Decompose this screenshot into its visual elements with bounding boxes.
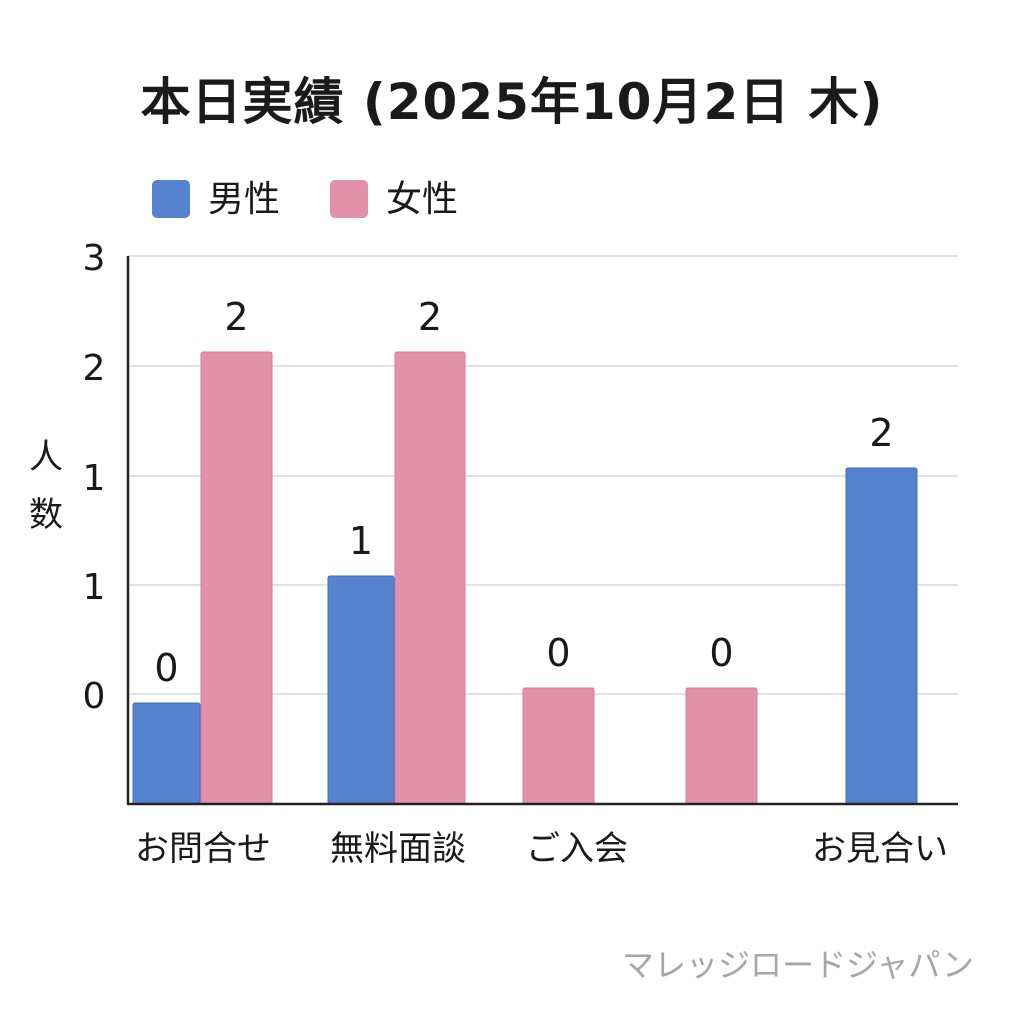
bar	[327, 575, 395, 805]
bar	[132, 702, 201, 805]
value-labels: 0 2 1 2 0 0 2	[154, 295, 893, 690]
x-tick-label: 無料面談	[330, 829, 466, 869]
y-tick-label: 0	[83, 676, 106, 717]
bar-value-label: 0	[154, 646, 178, 690]
bar	[845, 467, 918, 805]
bar-value-label: 2	[869, 411, 893, 455]
legend-label-male: 男性	[208, 179, 281, 220]
bar-value-label: 2	[418, 295, 442, 339]
x-tick-label: お見合い	[812, 829, 948, 869]
bar	[200, 351, 273, 805]
y-tick-label: 1	[83, 458, 106, 499]
x-tick-label: ご入会	[526, 829, 628, 869]
legend-swatch-male	[152, 180, 190, 218]
x-tick-label: お問合せ	[135, 829, 271, 869]
y-axis-label: 人数	[29, 437, 63, 535]
bar	[522, 687, 595, 805]
watermark: マレッジロードジャパン	[622, 946, 975, 984]
legend-label-female: 女性	[386, 179, 459, 220]
y-tick-label: 1	[83, 567, 106, 608]
y-axis-ticks: 0 1 1 2 3	[83, 238, 106, 717]
bar-value-label: 0	[709, 631, 733, 675]
bar-value-label: 0	[546, 631, 570, 675]
chart-title: 本日実績 (2025年10月2日 木)	[140, 73, 884, 131]
y-tick-label: 3	[83, 238, 106, 279]
bar	[394, 351, 466, 805]
y-tick-label: 2	[83, 348, 106, 389]
x-axis-ticks: お問合せ 無料面談 ご入会 お見合い	[135, 829, 948, 869]
bars	[132, 351, 918, 805]
bar-value-label: 1	[349, 519, 373, 563]
bar-value-label: 2	[224, 295, 248, 339]
legend-swatch-female	[330, 180, 368, 218]
bar	[685, 687, 758, 805]
